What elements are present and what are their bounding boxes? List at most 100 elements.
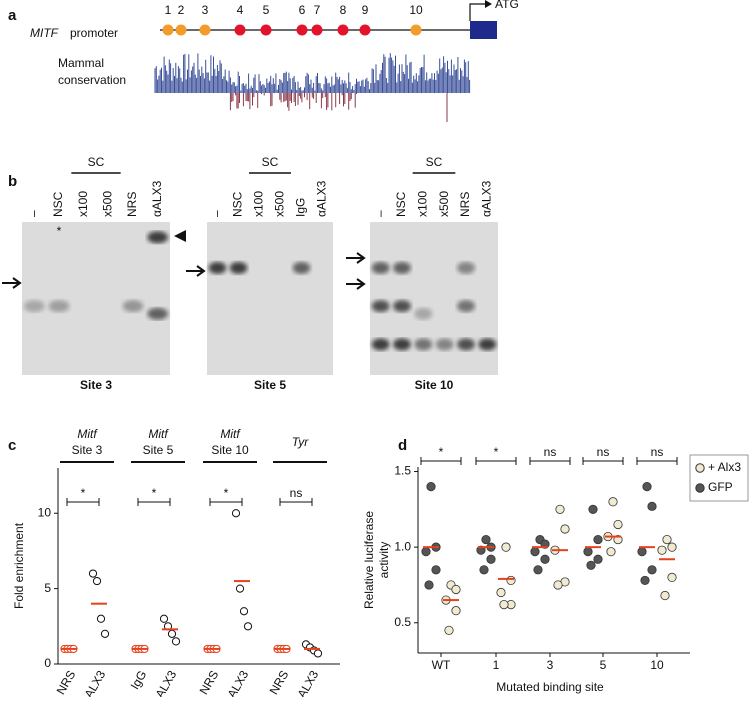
x-tick-label: NRS <box>54 668 79 697</box>
legend-label: GFP <box>708 480 733 494</box>
x-tick-label: 3 <box>547 658 554 672</box>
point <box>426 482 436 492</box>
sig-bracket <box>137 498 171 506</box>
lane-label: NSC <box>231 191 245 217</box>
point <box>499 600 509 610</box>
y-tick-label: 1.5 <box>394 464 411 478</box>
lane-label: NSC <box>51 191 65 217</box>
gel-band <box>147 307 169 320</box>
lane-label: IgG <box>294 198 308 217</box>
site-dot <box>260 24 272 36</box>
point <box>657 545 667 555</box>
gel-band <box>457 261 475 274</box>
sig-label: ns <box>290 486 303 500</box>
point <box>647 501 657 511</box>
site-number: 5 <box>263 3 270 17</box>
lane-label: αALX3 <box>150 180 164 217</box>
sig-label: ns <box>597 445 610 459</box>
track-label: Mammal <box>58 56 104 70</box>
sig-label: * <box>494 445 499 459</box>
x-tick-label: Anti-ALX3 <box>282 668 321 697</box>
sig-label: ns <box>651 445 664 459</box>
point <box>660 590 670 601</box>
gel-band <box>48 300 70 313</box>
point <box>313 649 323 658</box>
gel-band <box>478 338 497 351</box>
group-label: SC <box>262 155 279 169</box>
gel-caption: Site 5 <box>254 378 286 392</box>
site-dot <box>359 24 371 36</box>
lane-label: x100 <box>76 191 90 217</box>
gel <box>22 222 170 375</box>
lane-label: x100 <box>416 191 430 217</box>
sig-bracket <box>475 457 517 465</box>
gel-band <box>414 307 433 320</box>
lane-label: x500 <box>101 191 115 217</box>
legend-marker <box>695 463 705 473</box>
supershift-arrowhead <box>174 230 186 242</box>
point <box>486 554 496 564</box>
sig-bracket <box>420 457 462 465</box>
point <box>431 565 441 575</box>
gel-band <box>371 300 390 313</box>
x-axis-label: Mutated binding site <box>496 680 604 694</box>
gel-band <box>393 300 411 313</box>
point <box>555 504 565 514</box>
site-dot <box>199 24 211 36</box>
site-dot <box>175 24 187 36</box>
legend-box <box>689 454 749 502</box>
shift-arrow <box>346 252 366 264</box>
atg-box <box>470 21 497 39</box>
x-tick-label: Anti-ALX3 <box>212 668 251 697</box>
group-title: Site 5 <box>143 443 174 457</box>
site-number: 6 <box>299 3 306 17</box>
point <box>92 576 102 586</box>
panel-label: b <box>8 173 17 190</box>
legend-marker <box>695 483 705 493</box>
point <box>496 587 506 598</box>
gel-band <box>147 231 169 244</box>
sig-bracket <box>279 498 313 506</box>
x-tick-label: NRS <box>267 668 292 697</box>
y-tick-label: 5 <box>44 581 51 595</box>
point <box>586 560 596 570</box>
site-number: 8 <box>340 3 347 17</box>
gel-band <box>122 300 144 313</box>
point <box>239 607 249 616</box>
y-tick-label: 0 <box>44 656 51 670</box>
y-axis-label: Relative luciferase <box>362 511 376 609</box>
gel-band <box>208 261 227 274</box>
sig-label: ns <box>544 445 557 459</box>
point <box>588 504 598 514</box>
site-number: 7 <box>314 3 321 17</box>
gel-band <box>457 300 475 313</box>
point <box>593 534 603 545</box>
lane-label: NRS <box>125 192 139 217</box>
sig-bracket <box>582 457 624 465</box>
site-dot <box>311 24 323 36</box>
y-axis-label: activity <box>377 542 391 579</box>
point <box>593 554 603 564</box>
gel-band <box>457 338 475 351</box>
point <box>451 584 461 595</box>
gel-band <box>414 338 433 351</box>
point <box>667 542 677 552</box>
point <box>444 625 454 635</box>
sig-bracket <box>529 457 571 465</box>
sig-label: * <box>224 486 229 500</box>
group-title: Mitf <box>148 427 169 441</box>
shift-arrow <box>346 278 366 290</box>
gel-band <box>371 338 390 351</box>
point <box>533 565 543 575</box>
group-title: Mitf <box>220 427 241 441</box>
point <box>235 584 245 593</box>
point <box>606 547 616 557</box>
site-dot <box>296 24 308 36</box>
gel-caption: Site 10 <box>415 378 454 392</box>
promoter-label: promoter <box>70 26 118 40</box>
point <box>100 629 110 638</box>
lane-label: – <box>27 210 41 217</box>
point <box>167 629 177 638</box>
site-dot <box>410 24 422 36</box>
